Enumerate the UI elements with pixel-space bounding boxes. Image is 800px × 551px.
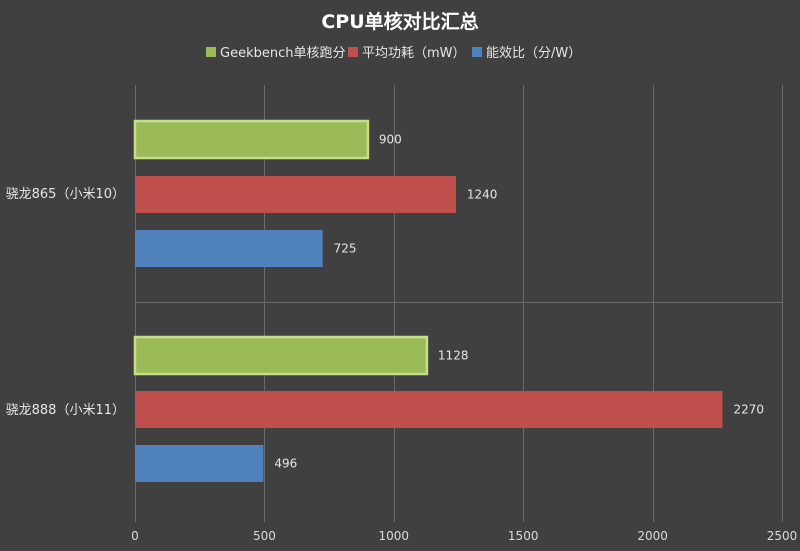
bar	[135, 445, 264, 482]
category-label: 骁龙888（小米11）	[6, 403, 125, 418]
bar	[133, 119, 370, 160]
bar	[133, 335, 429, 376]
legend: Geekbench单核跑分 平均功耗（mW） 能效比（分/W）	[206, 46, 581, 61]
bar	[135, 391, 723, 428]
bars: 900 1240 725 1128 2270 496	[133, 119, 764, 482]
bar	[135, 230, 323, 267]
legend-label: 平均功耗（mW）	[362, 46, 466, 61]
x-tick-label: 0	[131, 529, 139, 543]
chart-title: CPU单核对比汇总	[321, 10, 478, 33]
data-label: 2270	[733, 403, 764, 417]
x-tick-label: 2000	[637, 529, 668, 543]
data-label: 725	[334, 242, 357, 256]
legend-label: 能效比（分/W）	[486, 46, 581, 61]
legend-swatch	[348, 47, 358, 57]
x-axis-ticks: 0 500 1000 1500 2000 2500	[131, 529, 797, 543]
x-tick-label: 2500	[767, 529, 798, 543]
x-tick-label: 1500	[508, 529, 539, 543]
category-label: 骁龙865（小米10）	[6, 187, 125, 202]
x-tick-label: 1000	[379, 529, 410, 543]
legend-swatch	[206, 47, 216, 57]
legend-label: Geekbench单核跑分	[220, 46, 345, 61]
data-label: 1240	[467, 188, 498, 202]
legend-swatch	[472, 47, 482, 57]
y-axis-categories: 骁龙865（小米10） 骁龙888（小米11）	[6, 187, 125, 418]
x-tick-label: 500	[253, 529, 276, 543]
data-label: 900	[379, 133, 402, 147]
bar	[135, 176, 456, 213]
data-label: 496	[274, 457, 297, 471]
data-label: 1128	[438, 349, 469, 363]
